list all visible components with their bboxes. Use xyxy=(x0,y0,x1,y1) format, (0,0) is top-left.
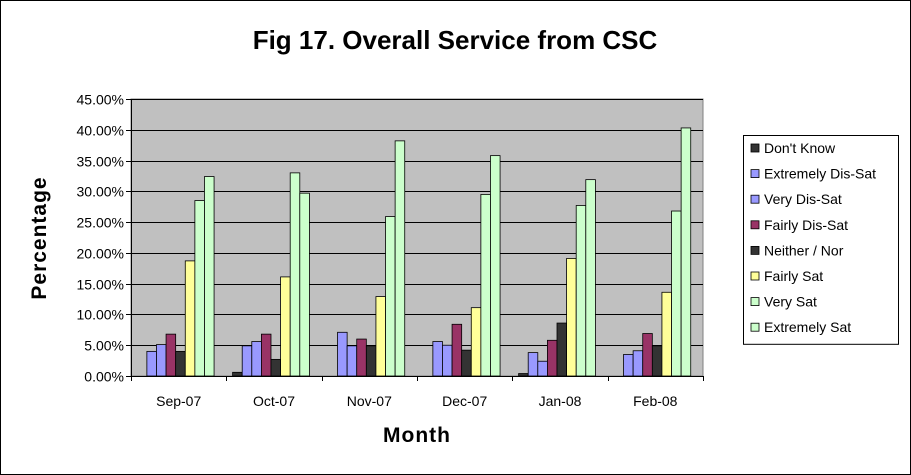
y-tick-label: 40.00% xyxy=(77,123,124,139)
bar xyxy=(251,341,262,377)
legend-swatch xyxy=(750,271,760,281)
bar xyxy=(270,358,282,377)
legend-label: Very Sat xyxy=(764,294,817,310)
legend-label: Fairly Sat xyxy=(764,268,823,284)
bar xyxy=(632,350,644,377)
bar xyxy=(385,216,396,377)
bar xyxy=(432,341,443,377)
legend-box xyxy=(743,135,899,345)
bar xyxy=(175,350,186,377)
y-tick-label: 10.00% xyxy=(77,307,124,323)
bar xyxy=(537,360,548,377)
bar xyxy=(299,192,310,377)
bar xyxy=(623,354,634,377)
bar xyxy=(547,339,558,377)
y-tick-label: 35.00% xyxy=(77,154,124,170)
bar xyxy=(585,179,596,377)
legend-swatch xyxy=(750,297,760,307)
bar xyxy=(461,349,472,377)
legend-label: Very Dis-Sat xyxy=(764,191,842,207)
bar xyxy=(346,345,358,377)
bar xyxy=(680,127,692,377)
bar xyxy=(470,307,482,377)
bar xyxy=(289,172,301,377)
y-tick-label: 5.00% xyxy=(84,338,124,354)
bar xyxy=(184,260,196,377)
bar xyxy=(527,352,539,377)
bar xyxy=(566,258,577,377)
x-tick-label: Oct-07 xyxy=(253,393,295,409)
legend-label: Extremely Dis-Sat xyxy=(764,166,876,182)
bar xyxy=(365,345,377,377)
legend-label: Fairly Dis-Sat xyxy=(764,217,848,233)
bars-group xyxy=(146,127,692,377)
bar xyxy=(442,344,453,377)
x-tick-label: Sep-07 xyxy=(156,393,201,409)
legend-swatch xyxy=(750,322,760,332)
bar xyxy=(394,140,406,377)
y-axis-title: Percentage xyxy=(28,176,51,299)
plot-area xyxy=(130,98,704,377)
y-tick-label: 0.00% xyxy=(84,369,124,385)
bar xyxy=(156,344,167,377)
bar xyxy=(165,333,177,377)
y-tick-label: 25.00% xyxy=(77,215,124,231)
x-axis-title: Month xyxy=(383,424,451,447)
y-tick-label: 45.00% xyxy=(77,92,124,108)
bar xyxy=(241,345,253,377)
legend-swatch xyxy=(750,143,760,153)
bar xyxy=(375,296,386,377)
x-tick-label: Dec-07 xyxy=(442,393,487,409)
legend-swatch xyxy=(750,220,760,230)
y-tick-label: 30.00% xyxy=(77,184,124,200)
bar xyxy=(337,331,348,377)
legend-swatch xyxy=(750,245,760,255)
bar xyxy=(490,155,501,377)
x-tick-label: Feb-08 xyxy=(633,393,678,409)
legend-swatch xyxy=(750,169,760,179)
bar xyxy=(642,333,653,377)
bar xyxy=(556,322,568,377)
bar xyxy=(280,276,291,377)
bar xyxy=(204,176,215,377)
bar xyxy=(232,371,243,377)
legend-swatch xyxy=(750,194,760,204)
bar xyxy=(518,373,529,377)
x-tick-label: Jan-08 xyxy=(539,393,582,409)
gridlines xyxy=(131,99,703,346)
bar xyxy=(651,345,663,377)
axes-group xyxy=(126,99,704,381)
bar xyxy=(480,194,491,377)
y-tick-labels: 0.00% 5.00% 10.00% 15.00% 20.00% 25.00% 30.00%… xyxy=(77,92,124,385)
bar xyxy=(661,291,672,377)
bar xyxy=(194,200,205,377)
x-tick-label: Nov-07 xyxy=(347,393,392,409)
y-tick-label: 15.00% xyxy=(77,277,124,293)
bar xyxy=(575,205,587,377)
x-tick-labels: Sep-07 Oct-07 Nov-07 Dec-07 Jan-08 Feb-08 xyxy=(156,393,678,409)
bar xyxy=(146,350,157,377)
bar xyxy=(260,333,272,377)
bar xyxy=(356,338,367,377)
chart-title: Fig 17. Overall Service from CSC xyxy=(253,25,658,55)
legend-label: Neither / Nor xyxy=(764,242,844,258)
legend: Don't Know Extremely Dis-Sat Very Dis-Sat F… xyxy=(743,135,899,345)
legend-label: Don't Know xyxy=(764,140,836,156)
bar xyxy=(451,323,463,377)
y-tick-label: 20.00% xyxy=(77,246,124,262)
bar xyxy=(671,210,682,377)
legend-label: Extremely Sat xyxy=(764,319,851,335)
